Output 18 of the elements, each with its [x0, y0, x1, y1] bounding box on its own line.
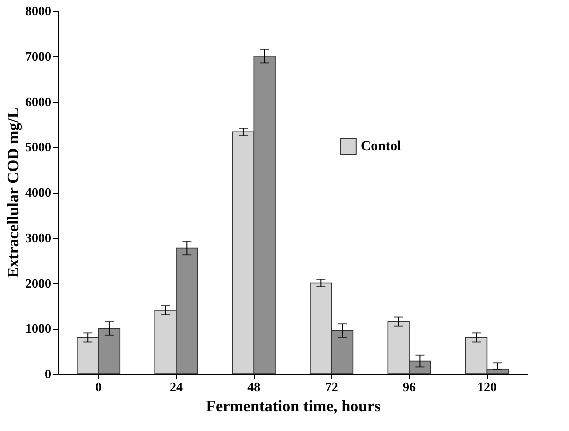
y-tick-label: 6000	[26, 94, 52, 110]
x-tick-label: 24	[170, 380, 184, 394]
x-tick-label: 96	[403, 380, 417, 394]
y-tick-label: 8000	[26, 4, 52, 18]
legend-label: Contol	[361, 140, 402, 155]
y-tick-label: 2000	[26, 276, 52, 291]
y-tick-label: 5000	[26, 140, 52, 155]
x-tick-label: 48	[248, 380, 262, 394]
x-axis-title: Fermentation time, hours	[206, 398, 381, 416]
y-tick-label: 3000	[26, 230, 52, 246]
y-axis-title: Extracellular COD mg/L	[6, 108, 22, 278]
y-tick-label: 1000	[26, 321, 52, 336]
y-tick-label: 7000	[26, 48, 52, 64]
y-tick-label: 4000	[26, 185, 52, 200]
x-tick-label: 120	[477, 380, 497, 394]
x-tick-label: 0	[96, 380, 102, 394]
x-tick-label: 72	[325, 380, 338, 394]
y-tick-label: 0	[45, 366, 52, 382]
